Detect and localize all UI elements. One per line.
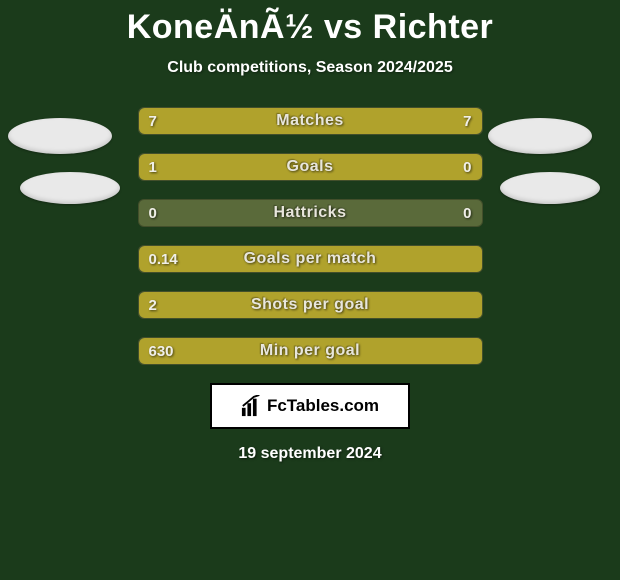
stat-row: 630Min per goal <box>138 337 483 365</box>
fctables-icon <box>241 395 263 417</box>
date-label: 19 september 2024 <box>0 445 620 463</box>
avatar-ellipse <box>20 172 120 204</box>
stat-label: Goals <box>139 154 482 180</box>
content-region: 77Matches 10Goals 00Hattricks 0.14Goals per… <box>0 107 620 463</box>
logo-box: FcTables.com <box>210 383 410 429</box>
stat-row: 2Shots per goal <box>138 291 483 319</box>
stat-row: 0.14Goals per match <box>138 245 483 273</box>
avatar-ellipse <box>500 172 600 204</box>
stat-bars: 77Matches 10Goals 00Hattricks 0.14Goals per… <box>138 107 483 365</box>
logo-inner: FcTables.com <box>241 395 379 417</box>
avatar-ellipse <box>8 118 112 154</box>
stat-label: Goals per match <box>139 246 482 272</box>
logo-text: FcTables.com <box>267 396 379 416</box>
stat-label: Min per goal <box>139 338 482 364</box>
stat-row: 00Hattricks <box>138 199 483 227</box>
page-title: KoneÄnÃ½ vs Richter <box>0 0 620 47</box>
stat-row: 77Matches <box>138 107 483 135</box>
stat-label: Hattricks <box>139 200 482 226</box>
avatar-ellipse <box>488 118 592 154</box>
page-subtitle: Club competitions, Season 2024/2025 <box>0 59 620 77</box>
stat-row: 10Goals <box>138 153 483 181</box>
stat-label: Matches <box>139 108 482 134</box>
stat-label: Shots per goal <box>139 292 482 318</box>
